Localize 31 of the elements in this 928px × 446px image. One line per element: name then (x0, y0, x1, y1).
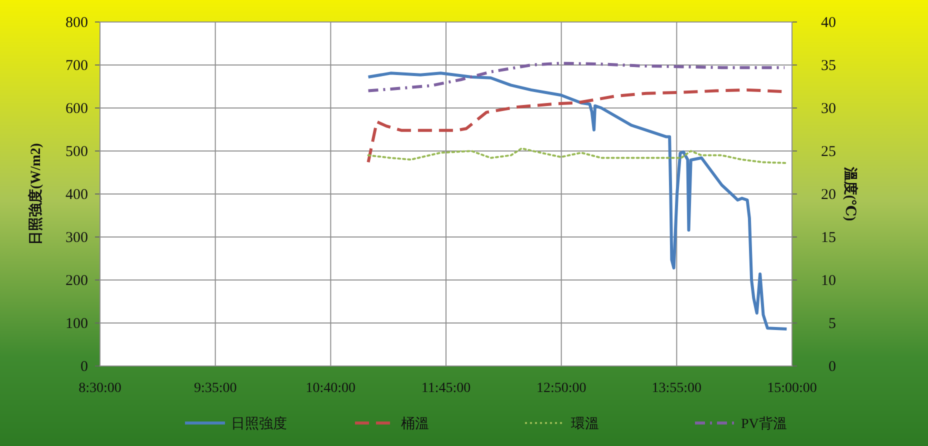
y-axis-title: 日照強度(W/m2) (27, 142, 44, 245)
y2-tick-label: 15 (821, 230, 836, 246)
y2-axis-title: 溫度(℃) (842, 166, 859, 222)
y-tick-label: 100 (66, 316, 88, 332)
y2-tick-label: 40 (821, 15, 836, 31)
legend-label: PV背溫 (741, 416, 787, 432)
y-tick-label: 600 (66, 101, 88, 117)
y2-tick-label: 5 (828, 316, 836, 332)
y-tick-label: 0 (80, 359, 88, 375)
legend-label: 日照強度 (231, 416, 287, 432)
y2-tick-label: 25 (821, 144, 836, 160)
x-tick-label: 13:55:00 (652, 381, 702, 396)
legend-label: 環溫 (571, 416, 599, 432)
y-tick-label: 200 (66, 273, 88, 289)
x-tick-label: 11:45:00 (421, 381, 471, 396)
y2-tick-label: 30 (821, 101, 836, 117)
x-tick-label: 12:50:00 (536, 381, 586, 396)
legend-label: 桶溫 (401, 416, 429, 432)
y-tick-label: 400 (66, 187, 88, 203)
x-tick-label: 9:35:00 (194, 381, 237, 396)
y-tick-label: 700 (66, 58, 88, 74)
y-tick-label: 500 (66, 144, 88, 160)
y2-tick-label: 10 (821, 273, 836, 289)
y2-tick-label: 0 (828, 359, 836, 375)
x-tick-label: 15:00:00 (767, 381, 817, 396)
y-tick-label: 800 (66, 15, 88, 31)
y-tick-label: 300 (66, 230, 88, 246)
y2-tick-label: 35 (821, 58, 836, 74)
x-tick-label: 10:40:00 (306, 381, 356, 396)
y2-tick-label: 20 (821, 187, 836, 203)
x-tick-label: 8:30:00 (78, 381, 122, 396)
